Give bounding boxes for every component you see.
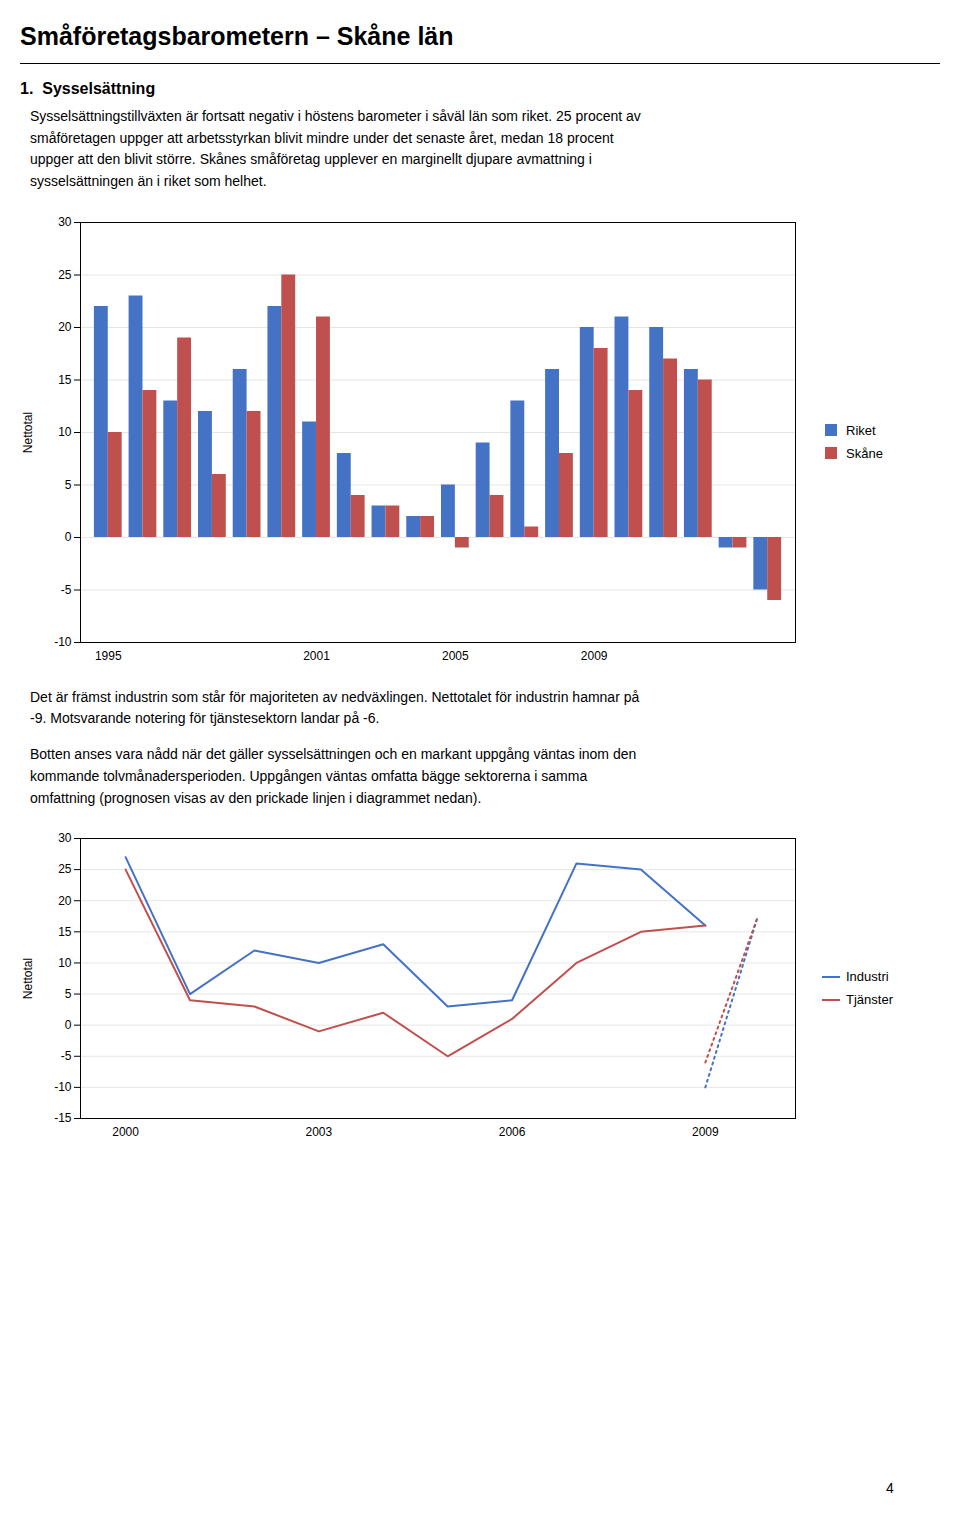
svg-text:15: 15 (58, 373, 72, 387)
html-text:omfattning (prognosen visas av: omfattning (prognosen visas av den prick… (30, 789, 482, 806)
svg-text:-10: -10 (54, 1080, 72, 1094)
html-text:Småföretagsbarometern – Skåne: Småföretagsbarometern – Skåne län (20, 22, 454, 50)
html-text:-9. Motsvarande notering för t: -9. Motsvarande notering för tjänstesekt… (30, 710, 380, 727)
svg-text:1995: 1995 (95, 649, 122, 663)
svg-text:5: 5 (65, 987, 72, 1001)
svg-text:2000: 2000 (112, 1125, 139, 1139)
svg-text:5: 5 (65, 478, 72, 492)
html-text:småföretagen uppger att arbets: småföretagen uppger att arbetsstyrkan bl… (30, 129, 614, 146)
svg-text:0: 0 (65, 530, 72, 544)
html-text:Industri: Industri (846, 969, 889, 985)
svg-text:30: 30 (58, 215, 72, 229)
html-text:Riket: Riket (846, 422, 876, 438)
html-text:kommande tolvmånadersperioden.: kommande tolvmånadersperioden. Uppgången… (30, 767, 588, 784)
html-text:Skåne: Skåne (846, 445, 883, 461)
svg-text:2005: 2005 (442, 649, 469, 663)
svg-text:2009: 2009 (692, 1125, 719, 1139)
svg-text:-15: -15 (54, 1112, 72, 1126)
svg-text:30: 30 (58, 832, 72, 846)
html-text:uppger att den blivit större.: uppger att den blivit större. Skånes små… (30, 151, 592, 168)
html-text:Botten anses vara nådd när det: Botten anses vara nådd när det gäller sy… (30, 746, 637, 763)
svg-text:15: 15 (58, 925, 72, 939)
svg-text:-10: -10 (54, 635, 72, 649)
svg-text:20: 20 (58, 320, 72, 334)
html-text:Tjänster: Tjänster (846, 992, 893, 1008)
svg-text:10: 10 (58, 956, 72, 970)
svg-text:2006: 2006 (499, 1125, 526, 1139)
svg-text:-5: -5 (61, 583, 72, 597)
html-text:sysselsättningen än i riket so: sysselsättningen än i riket som helhet. (30, 173, 267, 190)
html-text:4: 4 (886, 1480, 894, 1496)
svg-text:0: 0 (65, 1018, 72, 1032)
svg-text:25: 25 (58, 268, 72, 282)
svg-text:10: 10 (58, 425, 72, 439)
svg-text:2009: 2009 (581, 649, 608, 663)
html-text:Sysselsättningstillväxten är f: Sysselsättningstillväxten är fortsatt ne… (30, 108, 641, 124)
svg-text:20: 20 (58, 894, 72, 908)
svg-text:Nettotal: Nettotal (21, 412, 35, 453)
svg-text:25: 25 (58, 863, 72, 877)
svg-text:-5: -5 (61, 1049, 72, 1063)
svg-text:2003: 2003 (305, 1125, 332, 1139)
html-text:1. Sysselsättning: 1. Sysselsättning (20, 80, 156, 97)
svg-text:Nettotal: Nettotal (21, 958, 35, 999)
html-text:Det är främst industrin som st: Det är främst industrin som står för maj… (30, 688, 640, 705)
svg-text:2001: 2001 (303, 649, 330, 663)
